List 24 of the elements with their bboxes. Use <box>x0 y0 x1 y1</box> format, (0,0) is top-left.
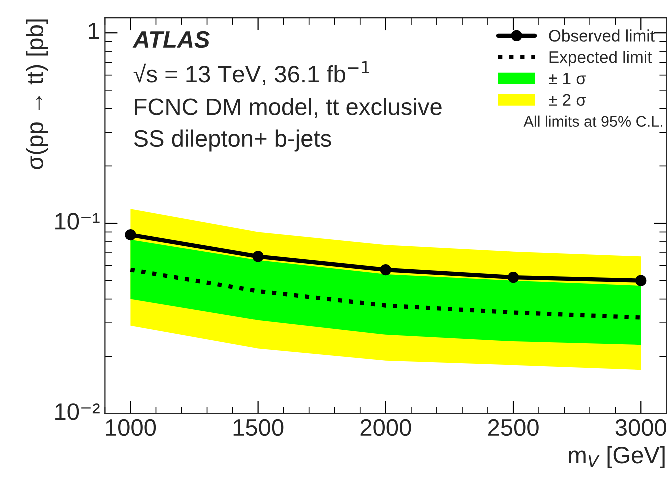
annotation: FCNC DM model, tt exclusive <box>135 98 442 118</box>
point <box>636 275 647 286</box>
y-tick-label: 10⁻² <box>56 404 100 420</box>
x-axis-title: m$_{V}$ [GeV] <box>569 446 665 468</box>
legend-label: Observed limit <box>549 30 655 42</box>
annotation: ATLAS <box>132 31 210 48</box>
annotation: √s = 13 TeV, 36.1 fb$^{−1}$ <box>134 61 370 86</box>
annotation: All limits at 95% C.L. <box>524 116 662 128</box>
point <box>508 272 520 284</box>
x-tick-label: 1000 <box>106 419 156 436</box>
legend-label: Expected limit <box>550 51 652 67</box>
y-tick-label: 1 <box>89 22 100 40</box>
legend-label: ± 2 σ <box>549 94 586 106</box>
point <box>125 229 136 241</box>
x-tick-label: 2000 <box>360 419 412 436</box>
point <box>380 264 392 276</box>
y-axis-title: σ(pp → tt) [pb] <box>26 20 48 170</box>
annotation: SS dilepton+ b-jets <box>134 130 332 152</box>
y-tick-label: 10⁻¹ <box>56 213 100 230</box>
x-tick-label: 3000 <box>616 419 666 436</box>
point <box>252 251 264 262</box>
x-tick-label: 2500 <box>488 419 539 436</box>
x-tick-label: 1500 <box>234 419 284 436</box>
legend-label: ± 1 σ <box>549 73 586 85</box>
